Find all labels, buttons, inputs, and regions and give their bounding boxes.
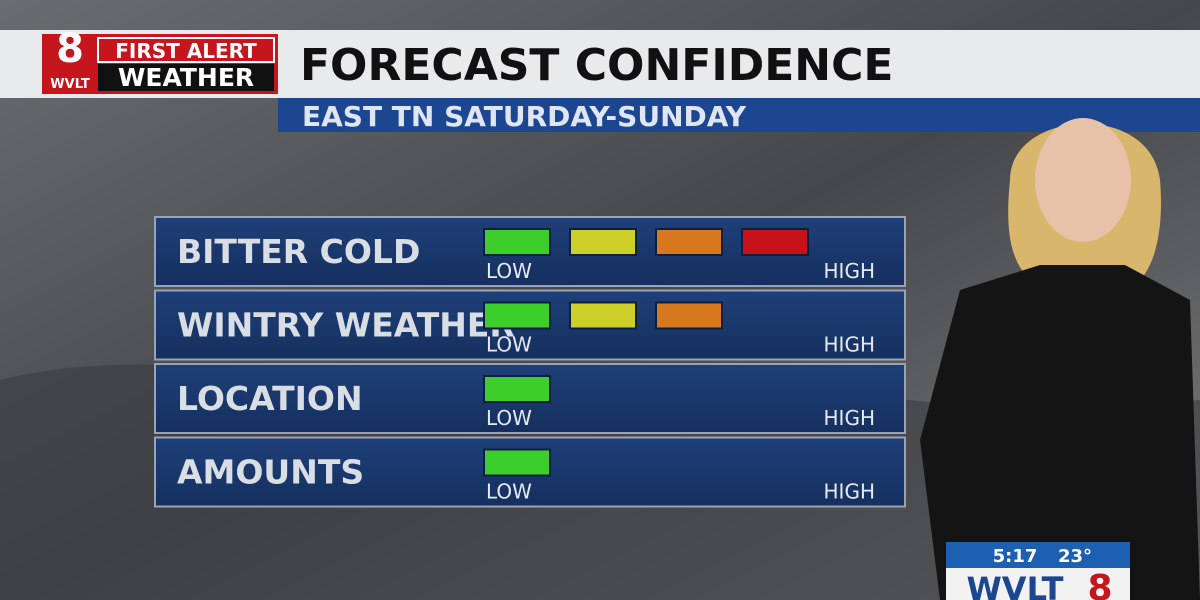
logo-number: 8 <box>56 26 84 72</box>
logo-box-dark <box>98 64 274 91</box>
high-label: HIGH <box>824 480 875 504</box>
row-label: BITTER COLD <box>177 232 420 271</box>
bug-temp: 23° <box>1058 546 1092 567</box>
logo-line1: FIRST ALERT <box>115 39 257 63</box>
presenter <box>920 118 1200 600</box>
confidence-box <box>655 301 723 330</box>
low-label: LOW <box>486 480 532 504</box>
low-label: LOW <box>486 406 532 430</box>
bug-number: 8 <box>1087 568 1112 600</box>
low-label: LOW <box>486 333 532 357</box>
confidence-box <box>569 301 637 330</box>
confidence-box <box>483 375 551 403</box>
confidence-box <box>483 448 551 477</box>
subtitle: EAST TN SATURDAY-SUNDAY <box>302 100 747 133</box>
bug-time: 5:17 <box>993 546 1038 567</box>
high-label: HIGH <box>824 406 875 430</box>
subtitle-bar <box>278 98 1200 132</box>
bug-top <box>946 542 1130 568</box>
confidence-box <box>483 228 551 256</box>
row-label: WINTRY WEATHER <box>177 306 515 345</box>
logo-box <box>97 37 275 63</box>
confidence-box <box>741 228 809 256</box>
low-label: LOW <box>486 259 532 283</box>
high-label: HIGH <box>824 333 875 357</box>
high-label: HIGH <box>824 259 875 283</box>
logo-call: WVLT <box>50 77 90 92</box>
confidence-box <box>655 228 723 256</box>
confidence-box <box>569 228 637 256</box>
confidence-box <box>483 301 551 330</box>
bug-bottom <box>946 568 1130 600</box>
logo-line2: WEATHER <box>118 63 254 92</box>
title: FORECAST CONFIDENCE <box>300 40 893 91</box>
row-label: LOCATION <box>177 379 363 418</box>
row-label: AMOUNTS <box>177 453 364 492</box>
bug-station: WVLT <box>967 570 1064 600</box>
